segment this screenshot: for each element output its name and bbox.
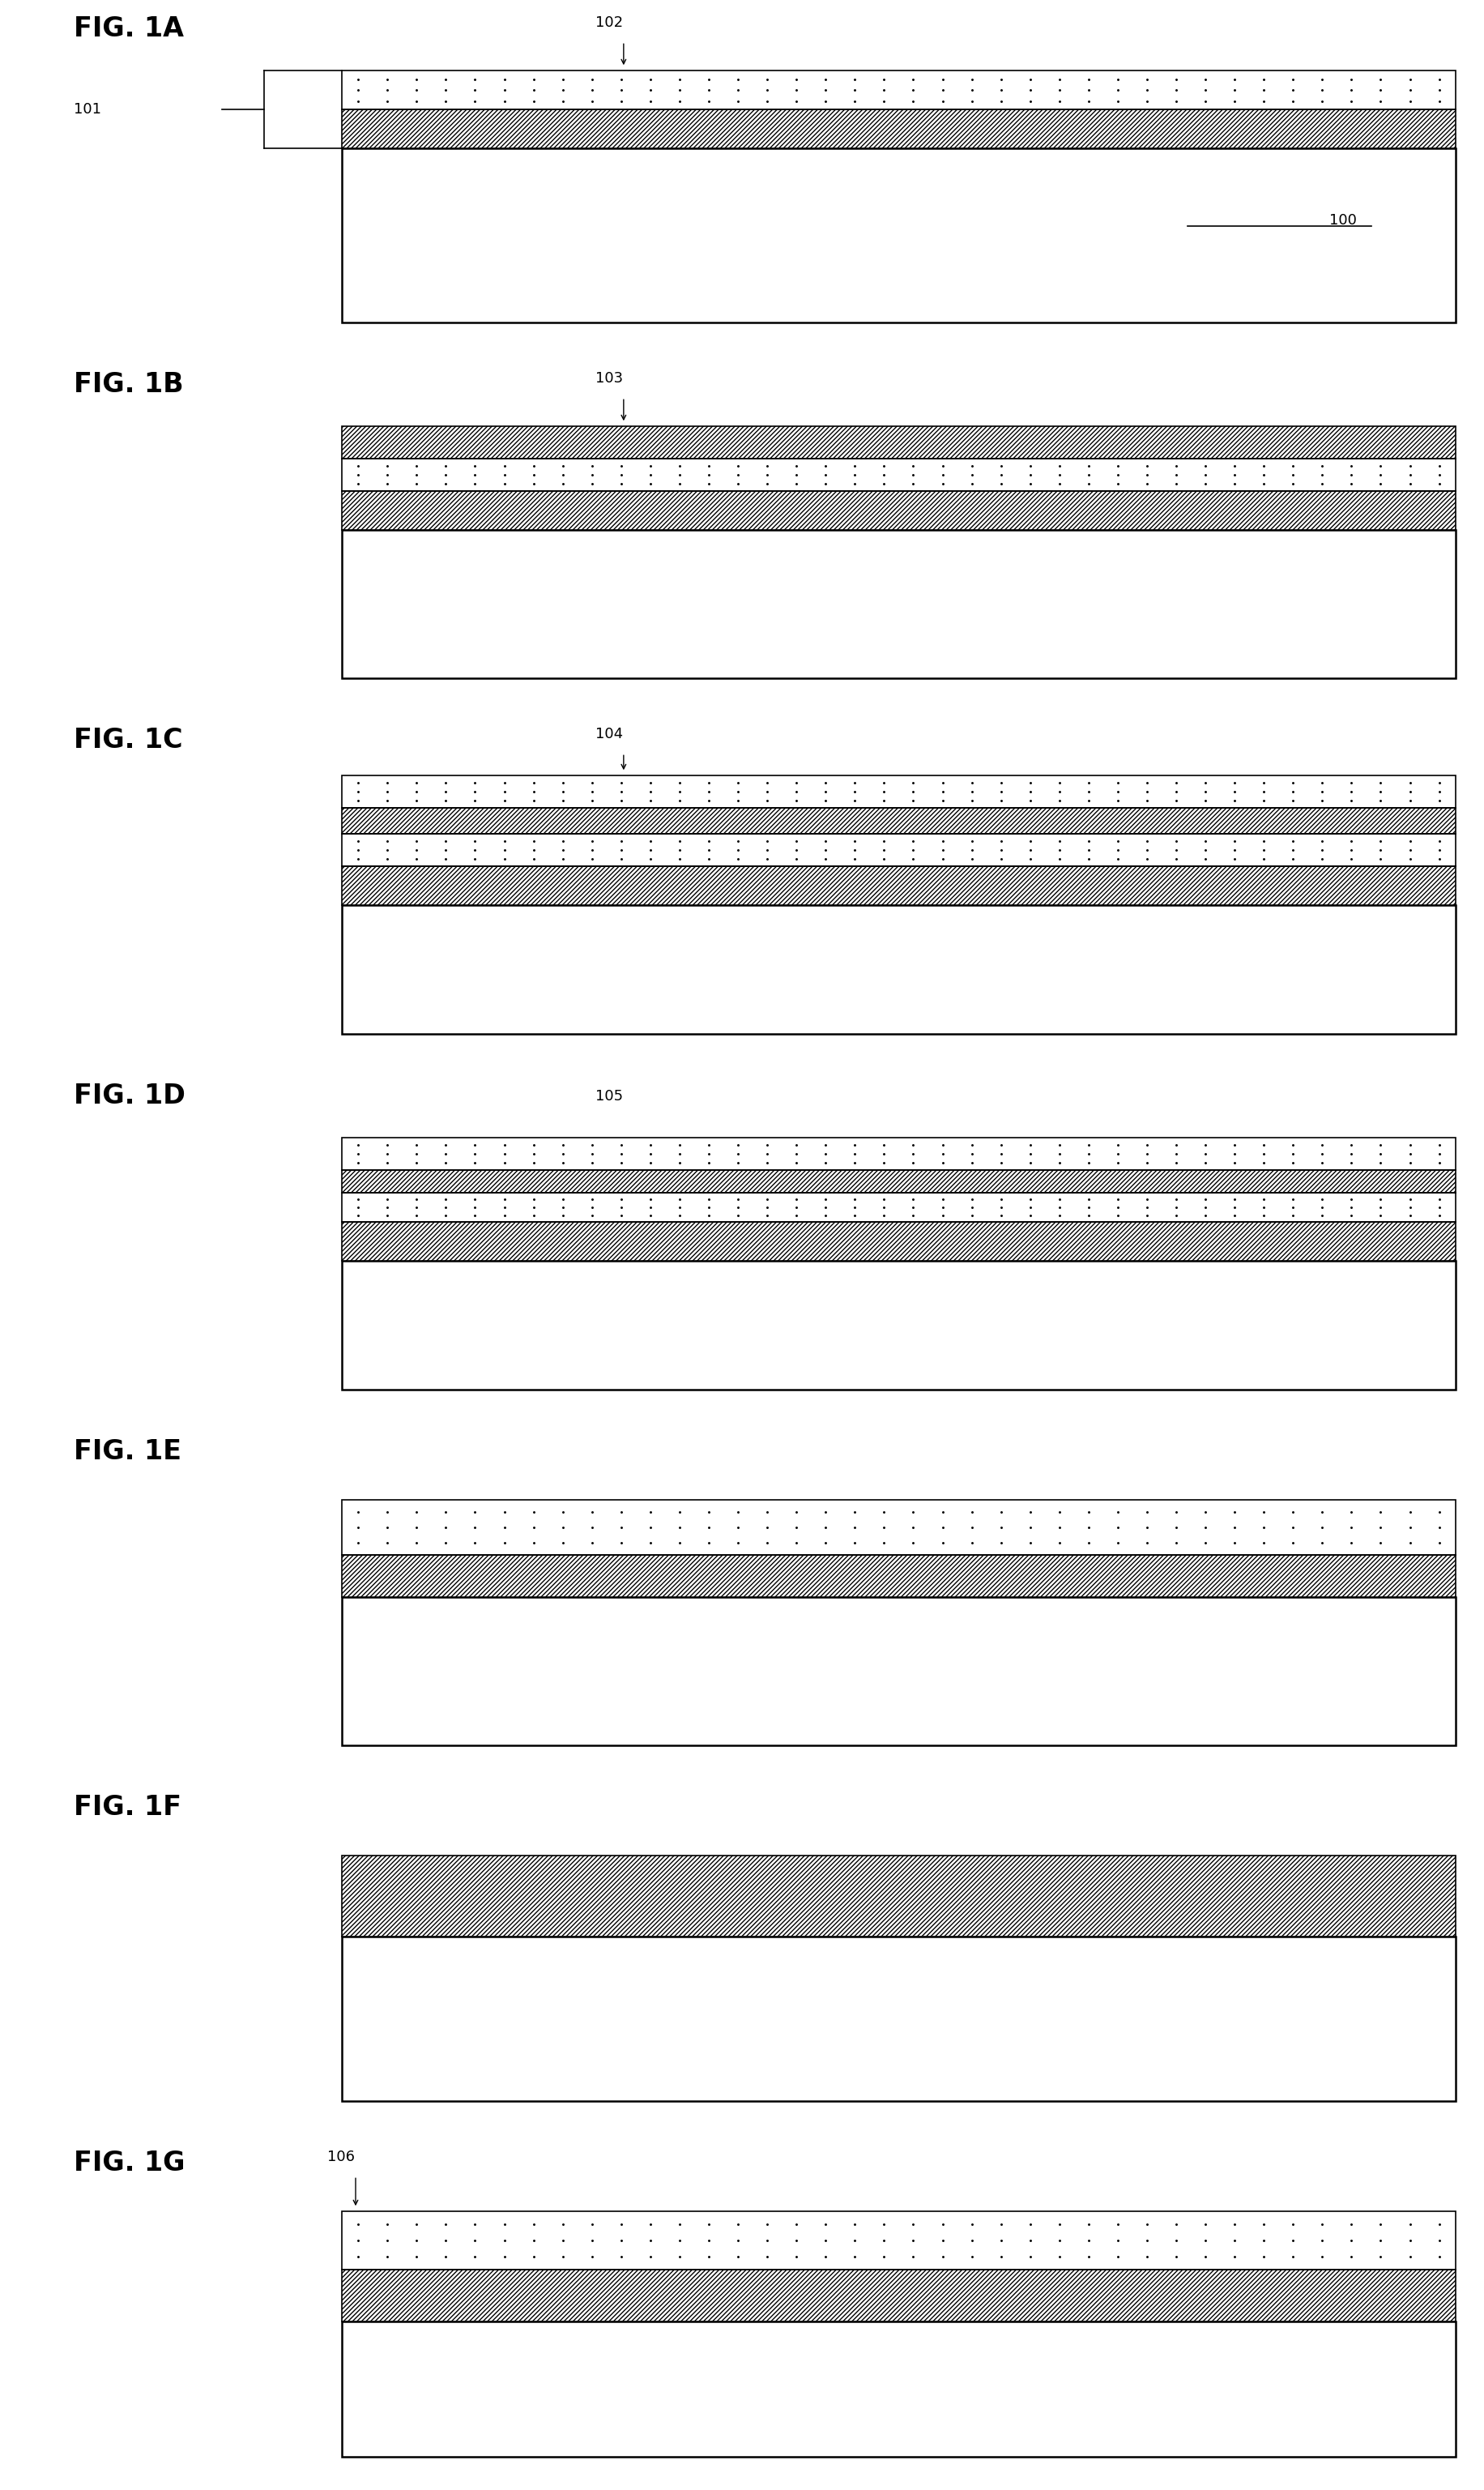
Bar — [341, 110, 1454, 149]
Bar — [341, 1260, 1454, 1389]
Text: 106: 106 — [326, 2149, 355, 2164]
Bar — [341, 491, 1454, 530]
Text: 103: 103 — [595, 371, 623, 386]
Text: 104: 104 — [595, 727, 623, 742]
Bar — [341, 774, 1454, 807]
Bar — [341, 1855, 1454, 1937]
Bar — [341, 491, 1454, 530]
Bar — [341, 807, 1454, 834]
Bar — [341, 1499, 1454, 1554]
Bar — [341, 1170, 1454, 1193]
Bar — [341, 904, 1454, 1033]
Text: FIG. 1G: FIG. 1G — [74, 2149, 186, 2176]
Text: FIG. 1E: FIG. 1E — [74, 1439, 181, 1464]
Bar — [341, 458, 1454, 491]
Bar — [341, 1855, 1454, 1937]
Bar — [341, 2268, 1454, 2321]
Bar — [341, 867, 1454, 904]
Bar — [341, 2268, 1454, 2321]
Text: FIG. 1B: FIG. 1B — [74, 371, 183, 398]
Bar — [341, 807, 1454, 834]
Bar — [341, 1223, 1454, 1260]
Bar — [341, 1937, 1454, 2102]
Bar — [341, 2268, 1454, 2321]
Bar — [341, 1554, 1454, 1596]
Text: 101: 101 — [74, 102, 101, 117]
Bar — [341, 1554, 1454, 1596]
Bar — [341, 1193, 1454, 1223]
Bar — [341, 1170, 1454, 1193]
Bar — [341, 530, 1454, 680]
Text: 100: 100 — [1330, 214, 1356, 227]
Bar — [341, 1596, 1454, 1745]
Text: 105: 105 — [595, 1088, 623, 1103]
Bar — [341, 807, 1454, 834]
Bar — [341, 1223, 1454, 1260]
Bar — [341, 110, 1454, 149]
Bar — [341, 1554, 1454, 1596]
Text: FIG. 1D: FIG. 1D — [74, 1083, 186, 1111]
Bar — [341, 1223, 1454, 1260]
Bar — [341, 491, 1454, 530]
Bar — [341, 867, 1454, 904]
Text: 102: 102 — [595, 15, 623, 30]
Bar — [341, 426, 1454, 458]
Bar — [341, 426, 1454, 458]
Bar — [341, 2321, 1454, 2458]
Text: FIG. 1C: FIG. 1C — [74, 727, 183, 754]
Bar — [341, 110, 1454, 149]
Bar — [341, 149, 1454, 324]
Text: FIG. 1A: FIG. 1A — [74, 15, 184, 42]
Bar — [341, 1138, 1454, 1170]
Bar — [341, 426, 1454, 458]
Bar — [341, 834, 1454, 867]
Bar — [341, 1855, 1454, 1937]
Bar — [341, 70, 1454, 110]
Bar — [341, 2211, 1454, 2268]
Text: FIG. 1F: FIG. 1F — [74, 1795, 181, 1820]
Bar — [341, 1170, 1454, 1193]
Bar — [341, 867, 1454, 904]
